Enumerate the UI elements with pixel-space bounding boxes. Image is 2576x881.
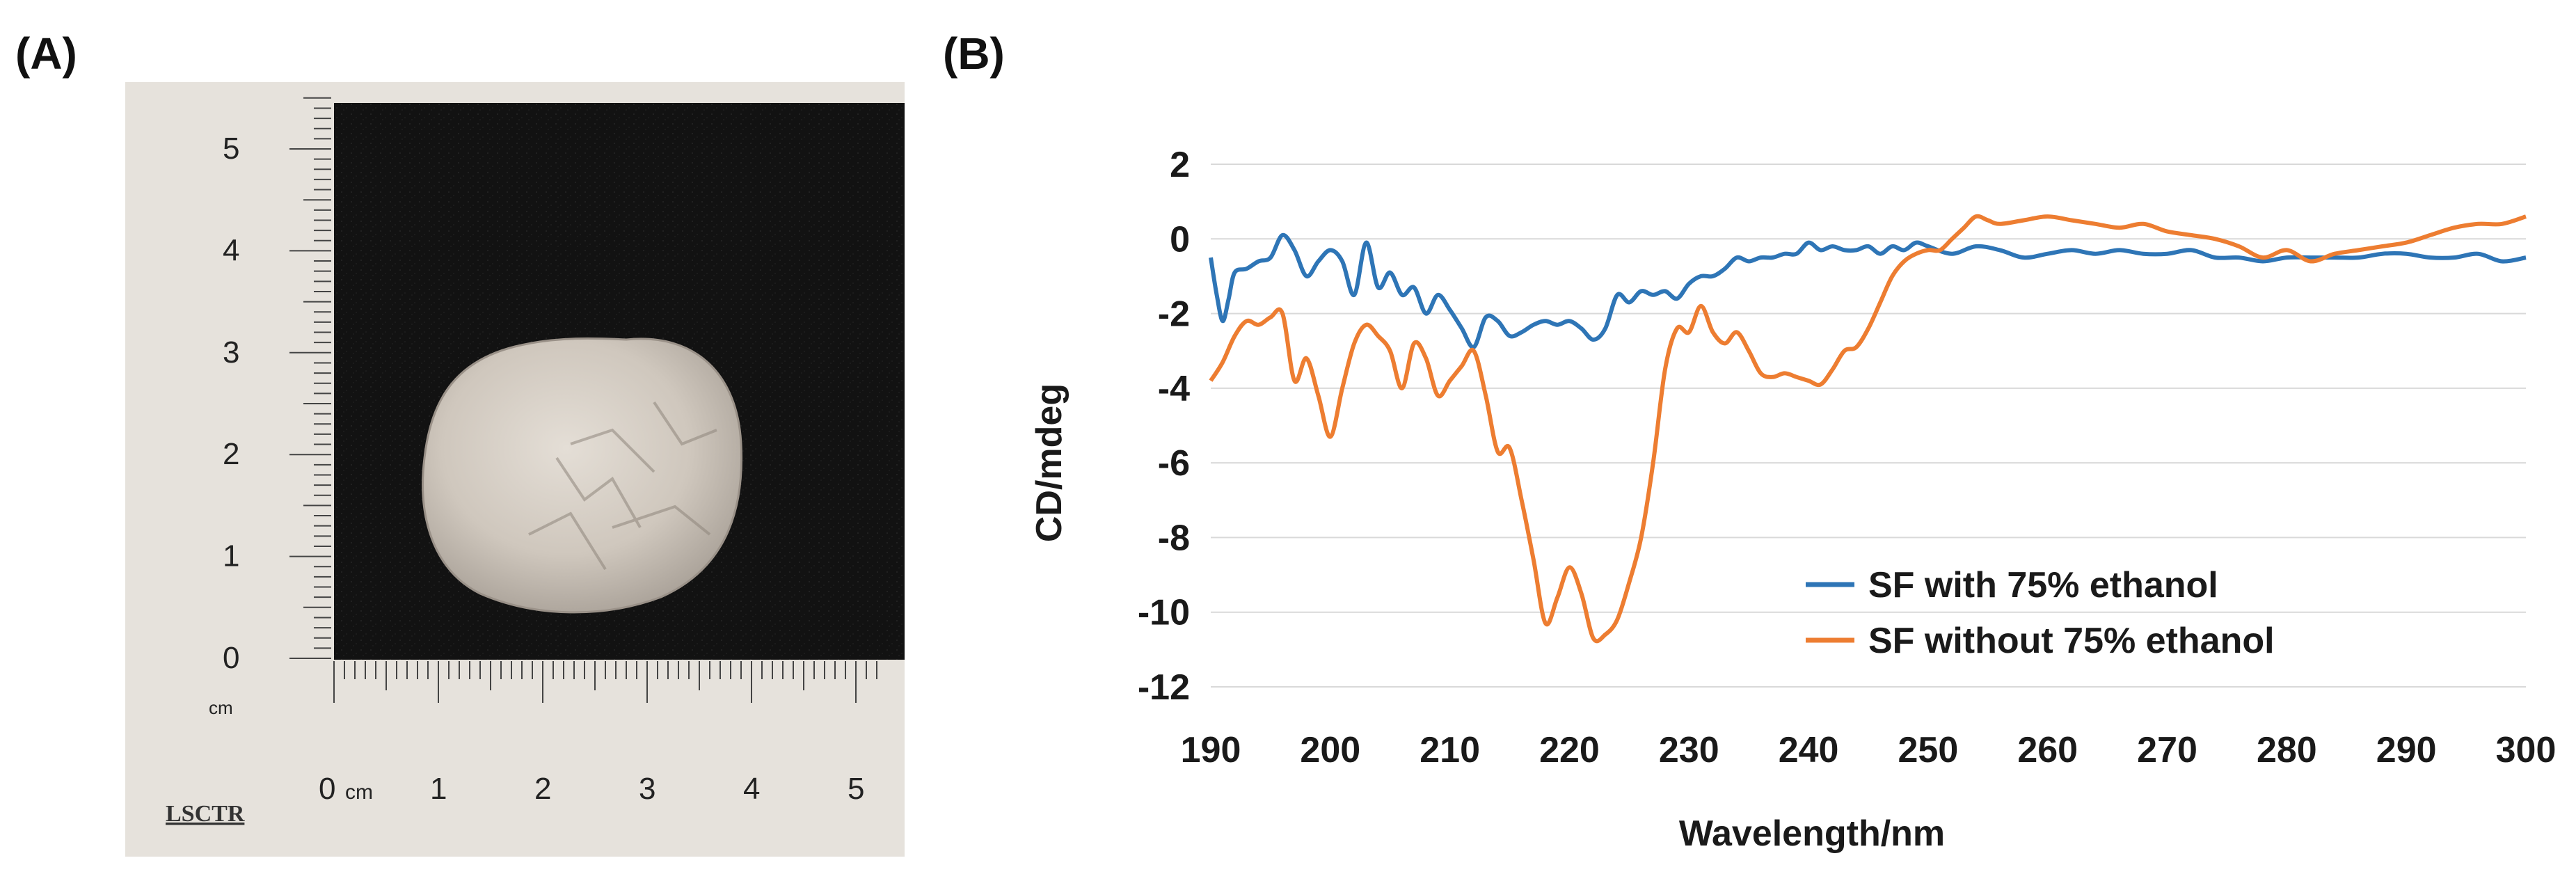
panel-label-b: (B) — [943, 29, 1005, 79]
x-tick-label: 190 — [1181, 730, 1241, 770]
x-tick-label: 280 — [2257, 730, 2317, 770]
horizontal-ruler-label: 5 — [848, 772, 864, 806]
x-axis-label: Wavelength/nm — [1679, 813, 1945, 854]
y-tick-label: 0 — [1170, 219, 1190, 260]
horizontal-ruler: 0 1 2 3 4 5 — [319, 661, 877, 806]
x-tick-label: 290 — [2376, 730, 2437, 770]
vertical-ruler-label: 5 — [223, 132, 239, 166]
panel-label-a: (A) — [15, 29, 77, 79]
y-tick-label: -6 — [1158, 443, 1190, 484]
horizontal-ruler-label: 2 — [534, 772, 551, 806]
x-tick-label: 200 — [1300, 730, 1360, 770]
y-tick-label: -10 — [1138, 593, 1190, 633]
y-tick-labels: -12 -10 -8 -6 -4 -2 0 2 — [1138, 145, 1190, 708]
cd-spectrum-chart: -12 -10 -8 -6 -4 -2 0 2 190 200 210 220 230 240 250 26… — [1029, 145, 2557, 854]
vertical-ruler-label: 1 — [223, 539, 239, 573]
gridlines — [1211, 164, 2526, 688]
sample-photo: 0 1 2 3 4 5 0 1 2 3 4 5 cm cm LSCTR — [125, 82, 905, 857]
x-tick-label: 220 — [1539, 730, 1600, 770]
series-line-1 — [1209, 232, 2527, 349]
y-axis-label: CD/mdeg — [1029, 383, 1070, 542]
legend-label: SF with 75% ethanol — [1868, 565, 2218, 605]
series-layer — [1209, 214, 2527, 644]
horizontal-ruler-label: 3 — [639, 772, 655, 806]
vertical-ruler-label: 3 — [223, 335, 239, 370]
y-tick-label: -8 — [1158, 518, 1190, 558]
y-tick-label: -12 — [1138, 667, 1190, 708]
x-tick-label: 230 — [1659, 730, 1719, 770]
ruler-brand: LSCTR — [166, 801, 245, 827]
horizontal-ruler-label: 0 — [319, 772, 335, 806]
legend-label: SF without 75% ethanol — [1868, 621, 2275, 661]
series-line-2 — [1209, 214, 2527, 644]
x-tick-label: 300 — [2496, 730, 2557, 770]
horizontal-ruler-label: 1 — [430, 772, 447, 806]
x-tick-label: 250 — [1898, 730, 1959, 770]
silk-fibroin-film — [422, 337, 743, 614]
film-wrinkles — [528, 401, 717, 571]
x-tick-labels: 190 200 210 220 230 240 250 260 270 280 290 300 — [1181, 730, 2557, 770]
vertical-ruler-label: 4 — [223, 233, 239, 267]
x-tick-label: 210 — [1420, 730, 1480, 770]
y-tick-label: -4 — [1158, 369, 1190, 409]
x-tick-label: 270 — [2137, 730, 2197, 770]
y-tick-label: -2 — [1158, 294, 1190, 335]
x-tick-label: 240 — [1779, 730, 1839, 770]
vertical-ruler-label: 2 — [223, 437, 239, 471]
vertical-ruler-unit: cm — [209, 697, 233, 718]
vertical-ruler-label: 0 — [223, 641, 239, 675]
y-tick-label: 2 — [1170, 145, 1190, 185]
x-tick-label: 260 — [2017, 730, 2078, 770]
legend: SF with 75% ethanol SF without 75% ethano… — [1806, 565, 2275, 661]
horizontal-ruler-unit: cm — [345, 781, 373, 804]
vertical-ruler: 0 1 2 3 4 5 — [223, 97, 331, 675]
horizontal-ruler-label: 4 — [743, 772, 760, 806]
